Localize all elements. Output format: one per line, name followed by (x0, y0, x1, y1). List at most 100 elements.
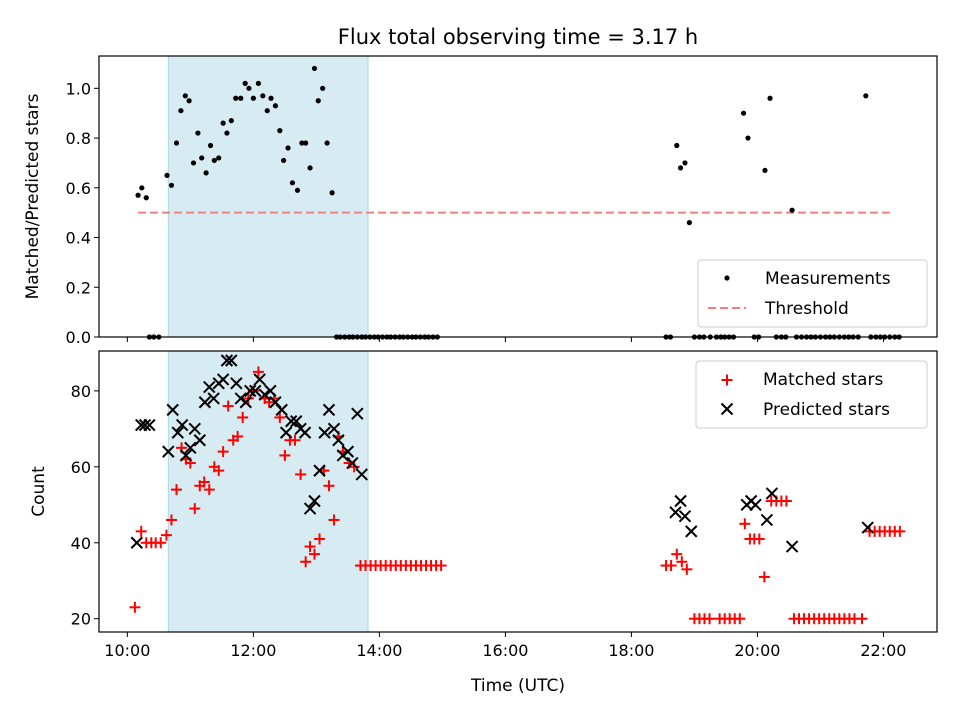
matched-point (160, 529, 172, 541)
marker-stroke-b (239, 396, 253, 409)
predicted-point (765, 487, 779, 500)
measurement-point (277, 128, 283, 134)
predicted-point (749, 498, 762, 511)
x-tick-label: 20:00 (734, 641, 780, 660)
predicted-point (225, 354, 238, 367)
y-tick-label: 20 (71, 610, 91, 629)
matched-point (856, 613, 868, 625)
y-tick-label: 0.4 (66, 229, 91, 248)
measurement-point (762, 167, 768, 173)
measurement-point (168, 182, 175, 188)
legend-label-matched: Matched stars (763, 370, 883, 390)
predicted-point (318, 426, 331, 439)
measurement-point (789, 207, 795, 213)
y-tick-label: 0.0 (66, 328, 91, 347)
bottom-x-ticks: 10:00 12:00 14:00 16:00 18:00 20:00 22:00 (104, 632, 906, 660)
marker-stroke-b (249, 384, 262, 398)
bottom-y-ticks: 20 40 60 80 (71, 382, 99, 629)
matched-point (213, 465, 225, 477)
measurement-point (264, 108, 270, 114)
predicted-point (244, 384, 257, 398)
predicted-point (171, 426, 184, 439)
matched-point (129, 601, 141, 613)
marker-stroke-b (216, 373, 230, 386)
matched-point (323, 480, 335, 492)
marker-stroke-b (303, 502, 317, 515)
matched-point (237, 411, 249, 423)
matched-point (155, 537, 167, 549)
marker-stroke-b (346, 456, 359, 470)
matched-point (304, 541, 316, 553)
measurement-point (186, 98, 192, 104)
chart-title: Flux total observing time = 3.17 h (338, 25, 698, 49)
y-tick-label: 0.8 (66, 129, 91, 148)
measurement-point (246, 85, 252, 91)
x-tick-label: 22:00 (860, 641, 906, 660)
marker-stroke-b (284, 415, 298, 428)
predicted-point (760, 513, 774, 527)
marker-stroke-b (318, 426, 331, 439)
marker-stroke-b (275, 403, 288, 417)
matched-point (665, 560, 677, 572)
predicted-point (162, 445, 175, 458)
y-tick-label: 0.2 (66, 278, 91, 297)
marker-stroke-b (193, 434, 207, 447)
marker-stroke-b (765, 487, 779, 500)
x-axis-label: Time (UTC) (470, 676, 565, 696)
marker-stroke-b (861, 521, 874, 534)
measurement-point (199, 155, 205, 161)
measurement-point (216, 155, 222, 161)
legend-label-predicted: Predicted stars (763, 400, 890, 420)
predicted-point (341, 445, 355, 458)
matched-point (135, 525, 147, 537)
top-x-ticks (126, 337, 884, 342)
marker-stroke-b (785, 540, 799, 553)
matched-point (217, 446, 229, 458)
measurement-point (285, 145, 291, 151)
measurement-point (324, 140, 330, 146)
matched-point (170, 484, 182, 496)
predicted-point (198, 396, 212, 409)
predicted-point (685, 525, 698, 538)
top-y-axis-label: Matched/Predicted stars (23, 93, 43, 299)
shaded-span (167, 55, 369, 338)
marker-stroke-b (269, 396, 282, 409)
y-tick-label: 1.0 (66, 79, 91, 98)
measurement-point (294, 187, 301, 193)
measurement-point (740, 110, 747, 116)
marker-stroke-b (720, 402, 734, 416)
predicted-point (207, 392, 220, 405)
predicted-point (355, 468, 368, 481)
marker-stroke-b (143, 418, 156, 432)
matched-point (289, 434, 301, 446)
matched-point (308, 548, 320, 560)
predicted-point (253, 373, 266, 386)
top-y-ticks: 0.0 0.2 0.4 0.6 0.8 1.0 (66, 79, 99, 347)
marker-stroke-b (130, 536, 144, 549)
predicted-point (275, 403, 288, 417)
measurement-point (238, 95, 244, 101)
matched-point (300, 556, 312, 568)
predicted-point (230, 377, 243, 390)
measurement-point (260, 93, 266, 99)
marker-stroke-b (207, 392, 220, 405)
predicted-point (203, 380, 216, 394)
predicted-point (284, 415, 298, 428)
measurement-point (682, 160, 688, 166)
marker-stroke-b (264, 384, 277, 398)
x-tick-label: 12:00 (230, 641, 276, 660)
measurement-point (745, 135, 751, 141)
predicted-point (785, 540, 799, 553)
measurement-point (320, 85, 326, 91)
measurement-point (677, 165, 684, 171)
bottom-y-axis-label: Count (29, 466, 49, 517)
matched-point (274, 411, 286, 423)
x-tick-label: 16:00 (482, 641, 528, 660)
predicted-point (258, 388, 271, 401)
marker-stroke-b (674, 494, 687, 508)
predicted-point (861, 521, 874, 534)
marker-stroke-b (290, 415, 303, 428)
marker-stroke-b (203, 380, 216, 394)
measurement-point (289, 180, 296, 186)
